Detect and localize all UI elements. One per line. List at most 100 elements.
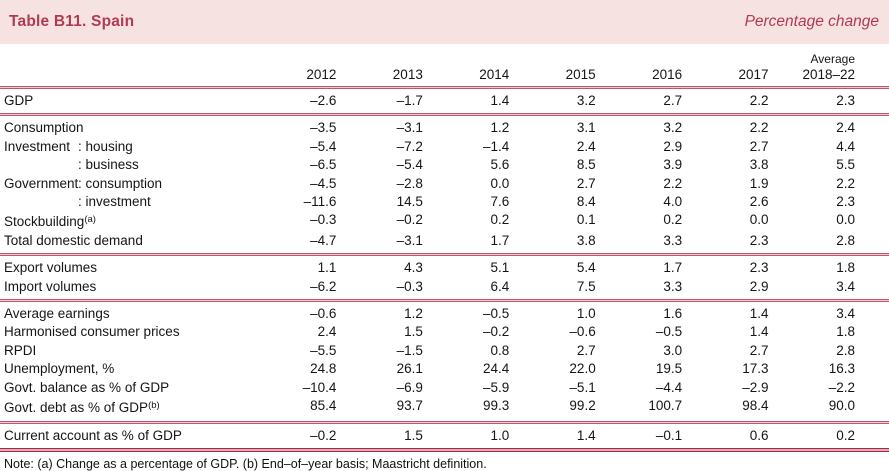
table-row: Total domestic demand –4.7 –3.1 1.7 3.8 3.3 2.… bbox=[0, 232, 889, 250]
value-cell: 2.2 bbox=[749, 120, 769, 136]
value-cell: 1.5 bbox=[404, 324, 423, 340]
value-cell: –4.7 bbox=[310, 232, 337, 248]
value-cell: –2.8 bbox=[396, 175, 423, 191]
footnote-marker: (b) bbox=[148, 400, 160, 412]
table-row: Import volumes –6.2 –0.3 6.4 7.5 3.3 2.9 3.4 bbox=[0, 278, 889, 296]
value-cell: 99.2 bbox=[569, 398, 596, 414]
value-cell: 1.4 bbox=[749, 324, 769, 340]
value-cell: 2.3 bbox=[749, 260, 769, 276]
value-cell: 1.7 bbox=[663, 260, 683, 276]
table-section: Average earnings –0.6 1.2 –0.5 1.0 1.6 1.4 3.4 H… bbox=[0, 302, 889, 420]
value-cell: 8.5 bbox=[576, 157, 596, 173]
column-header-2017: 2017 bbox=[738, 67, 769, 82]
row-label-prefix: Government bbox=[4, 175, 79, 191]
value-cell: –5.5 bbox=[310, 342, 337, 358]
row-label: RPDI bbox=[4, 342, 37, 358]
value-cell: 3.8 bbox=[749, 157, 769, 173]
table-section: Current account as % of GDP –0.2 1.5 1.0 1.4… bbox=[0, 424, 889, 448]
table-row: Current account as % of GDP –0.2 1.5 1.0 1.4… bbox=[0, 427, 889, 445]
value-cell: –5.9 bbox=[483, 379, 510, 395]
value-cell: 3.3 bbox=[663, 278, 683, 294]
value-cell: 2.6 bbox=[749, 194, 769, 210]
table-row: : investment –11.6 14.5 7.6 8.4 4.0 2.6 2.3 bbox=[0, 193, 889, 211]
value-cell: 1.4 bbox=[490, 93, 510, 108]
value-cell: 3.9 bbox=[663, 157, 683, 173]
value-cell: 1.9 bbox=[749, 175, 769, 191]
value-cell: 8.4 bbox=[576, 194, 596, 210]
table-row: RPDI –5.5 –1.5 0.8 2.7 3.0 2.7 2.8 bbox=[0, 342, 889, 360]
value-cell: 5.5 bbox=[836, 157, 855, 173]
value-cell: –1.4 bbox=[483, 138, 510, 154]
table-body: GDP –2.6 –1.7 1.4 3.2 2.7 2.2 2.3 Consumption –3.… bbox=[0, 86, 889, 452]
column-header-2015: 2015 bbox=[565, 67, 596, 82]
value-cell: –2.9 bbox=[742, 379, 769, 395]
value-cell: –0.1 bbox=[655, 427, 683, 443]
value-cell: –6.9 bbox=[396, 379, 423, 395]
row-label: Government: consumption bbox=[0, 175, 250, 193]
table-row: Export volumes 1.1 4.3 5.1 5.4 1.7 2.3 1.8 bbox=[0, 259, 889, 277]
value-cell: 2.7 bbox=[749, 138, 769, 154]
value-cell: –0.6 bbox=[569, 324, 596, 340]
value-cell: –0.6 bbox=[310, 306, 337, 322]
table-title: Table B11. Spain bbox=[9, 13, 135, 30]
row-label: Govt. debt as % of GDP(b) bbox=[4, 400, 160, 416]
row-label: Govt. balance as % of GDP bbox=[4, 379, 170, 395]
table-row: GDP –2.6 –1.7 1.4 3.2 2.7 2.2 2.3 bbox=[0, 92, 889, 110]
table-section: Consumption –3.5 –3.1 1.2 3.1 3.2 2.2 2.4 Invest… bbox=[0, 116, 889, 253]
value-cell: 0.6 bbox=[749, 427, 769, 443]
row-label: Import volumes bbox=[4, 278, 97, 294]
value-cell: –1.7 bbox=[396, 93, 423, 108]
table-row: Investment: housing –5.4 –7.2 –1.4 2.4 2.9 2.7… bbox=[0, 138, 889, 156]
value-cell: 3.2 bbox=[663, 120, 683, 136]
value-cell: 2.2 bbox=[836, 175, 855, 191]
value-cell: 5.4 bbox=[576, 260, 596, 276]
value-cell: –4.4 bbox=[655, 379, 683, 395]
table-section: GDP –2.6 –1.7 1.4 3.2 2.7 2.2 2.3 bbox=[0, 89, 889, 113]
value-cell: 22.0 bbox=[569, 361, 596, 377]
value-cell: 85.4 bbox=[310, 398, 337, 414]
average-years: 2018–22 bbox=[802, 67, 855, 82]
value-cell: 0.2 bbox=[663, 212, 683, 228]
table-row: Average earnings –0.6 1.2 –0.5 1.0 1.6 1.4 3.4 bbox=[0, 305, 889, 323]
table-row: Consumption –3.5 –3.1 1.2 3.1 3.2 2.2 2.4 bbox=[0, 119, 889, 137]
row-label: Export volumes bbox=[4, 260, 98, 276]
value-cell: 1.0 bbox=[490, 427, 510, 443]
footnote-marker: (a) bbox=[84, 214, 96, 226]
value-cell: 1.5 bbox=[404, 427, 423, 443]
value-cell: –6.5 bbox=[310, 157, 337, 173]
value-cell: 2.8 bbox=[836, 232, 855, 248]
value-cell: 1.8 bbox=[836, 324, 855, 340]
row-label-prefix: Investment bbox=[4, 138, 71, 154]
value-cell: –5.1 bbox=[569, 379, 596, 395]
value-cell: 17.3 bbox=[742, 361, 769, 377]
row-label: : business bbox=[78, 157, 139, 173]
value-cell: 1.0 bbox=[576, 306, 596, 322]
row-label: Current account as % of GDP bbox=[4, 427, 182, 443]
value-cell: –11.6 bbox=[303, 194, 337, 210]
value-cell: 2.8 bbox=[836, 342, 855, 358]
value-cell: 5.6 bbox=[490, 157, 510, 173]
value-cell: 2.3 bbox=[836, 194, 855, 210]
value-cell: 2.9 bbox=[663, 138, 683, 154]
value-cell: –4.5 bbox=[310, 175, 337, 191]
value-cell: –0.2 bbox=[483, 324, 510, 340]
row-label: Total domestic demand bbox=[4, 232, 143, 248]
value-cell: 14.5 bbox=[396, 194, 423, 210]
row-label: Investment: housing bbox=[0, 138, 250, 156]
table-bottom-rule bbox=[0, 447, 889, 452]
table-row: : business –6.5 –5.4 5.6 8.5 3.9 3.8 5.5 bbox=[0, 156, 889, 174]
value-cell: 0.0 bbox=[749, 212, 769, 228]
column-header-average: Average 2018–22 bbox=[769, 52, 855, 82]
value-cell: –0.3 bbox=[396, 278, 423, 294]
value-cell: –1.5 bbox=[396, 342, 423, 358]
value-cell: 1.4 bbox=[576, 427, 596, 443]
value-cell: 2.7 bbox=[576, 342, 596, 358]
units-label: Percentage change bbox=[744, 13, 879, 30]
value-cell: 3.1 bbox=[576, 120, 596, 136]
row-label: GDP bbox=[4, 93, 34, 108]
table-row: Government: consumption –4.5 –2.8 0.0 2.7 2.2… bbox=[0, 175, 889, 193]
value-cell: 1.8 bbox=[836, 260, 855, 276]
row-label: Harmonised consumer prices bbox=[4, 324, 180, 340]
value-cell: 3.4 bbox=[836, 278, 855, 294]
